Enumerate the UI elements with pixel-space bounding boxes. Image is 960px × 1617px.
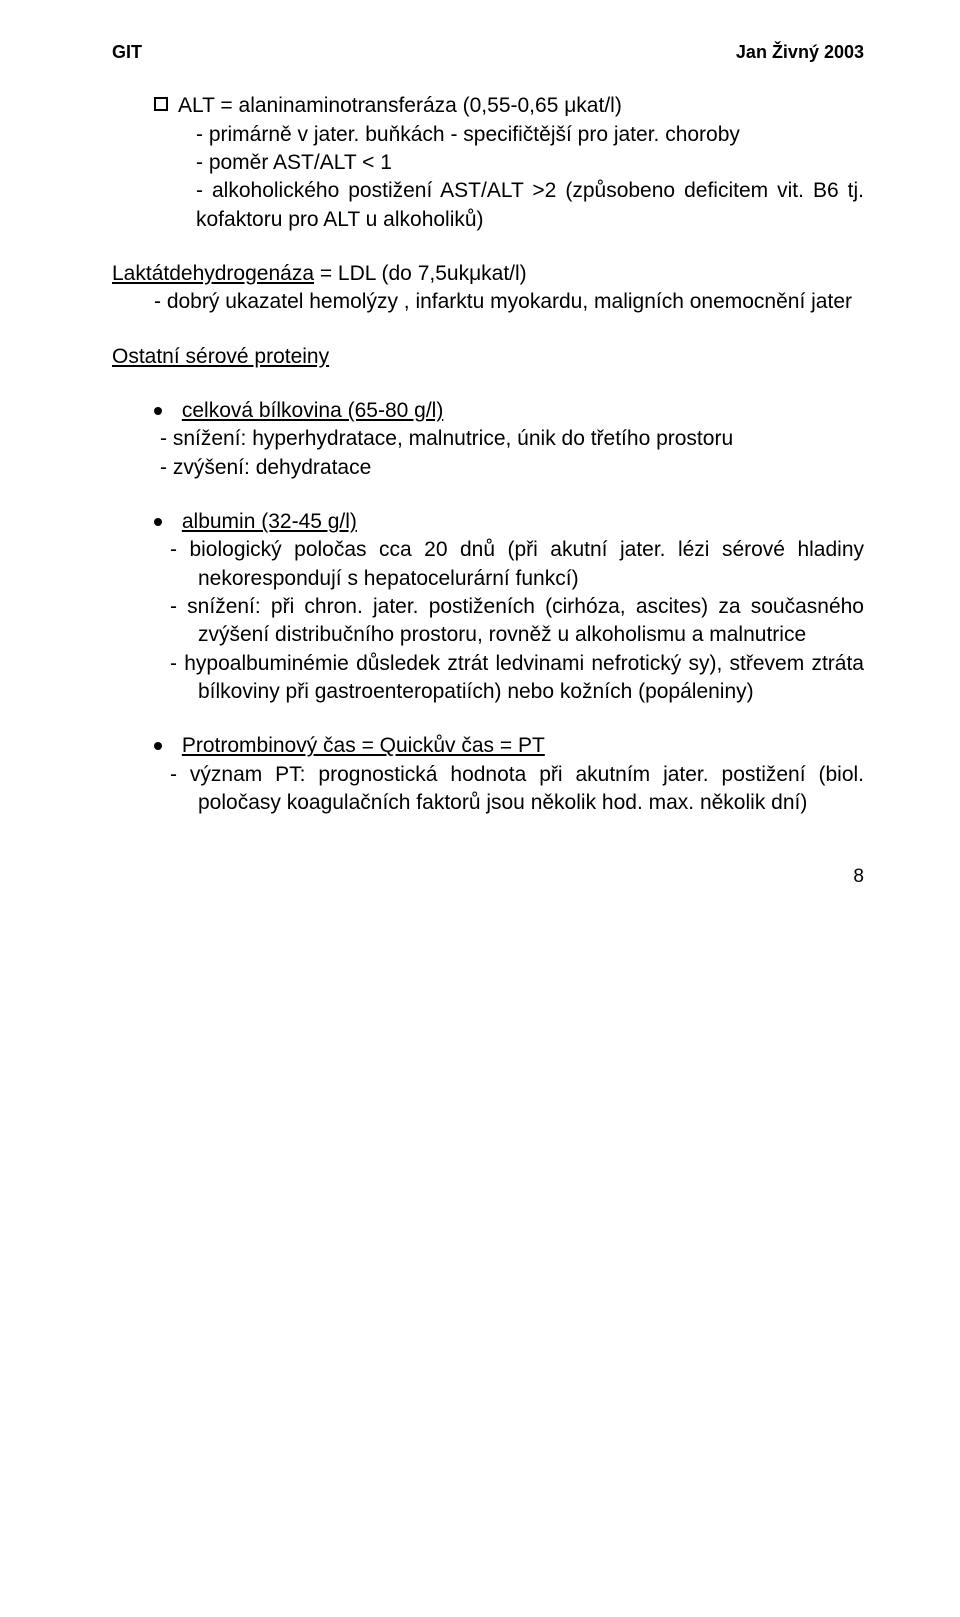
alt-title: ALT = alaninaminotransferáza (0,55-0,65 … [112, 92, 864, 120]
albumin-line-3: - hypoalbuminémie důsledek ztrát ledvina… [112, 650, 864, 707]
bilkovina-line-1: - snížení: hyperhydratace, malnutrice, ú… [112, 425, 864, 453]
ldl-section: Laktátdehydrogenáza = LDL (do 7,5ukμkat/… [112, 260, 864, 317]
bilkovina-title: celková bílkovina (65-80 g/l) [112, 397, 864, 425]
alt-line-3: - alkoholického postižení AST/ALT >2 (zp… [112, 177, 864, 234]
albumin-line-1: - biologický poločas cca 20 dnů (při aku… [112, 536, 864, 593]
alt-section: ALT = alaninaminotransferáza (0,55-0,65 … [112, 92, 864, 234]
pt-section: Protrombinový čas = Quickův čas = PT - v… [112, 732, 864, 817]
pt-title: Protrombinový čas = Quickův čas = PT [112, 732, 864, 760]
albumin-line-2: - snížení: při chron. jater. postiženích… [112, 593, 864, 650]
bilkovina-title-text: celková bílkovina (65-80 g/l) [182, 399, 443, 422]
bilkovina-section: celková bílkovina (65-80 g/l) - snížení:… [112, 397, 864, 482]
alt-line-1: - primárně v jater. buňkách - specifičtě… [112, 121, 864, 149]
albumin-title: albumin (32-45 g/l) [112, 508, 864, 536]
albumin-section: albumin (32-45 g/l) - biologický poločas… [112, 508, 864, 706]
ldl-title-line: Laktátdehydrogenáza = LDL (do 7,5ukμkat/… [112, 260, 864, 288]
albumin-title-text: albumin (32-45 g/l) [182, 510, 357, 533]
page-number: 8 [112, 864, 864, 890]
header-left: GIT [112, 40, 142, 64]
ldl-rest: = LDL (do 7,5ukμkat/l) [314, 262, 527, 285]
pt-title-text: Protrombinový čas = Quickův čas = PT [182, 734, 545, 757]
page-header: GIT Jan Živný 2003 [112, 40, 864, 64]
bilkovina-line-2: - zvýšení: dehydratace [112, 454, 864, 482]
alt-line-2: - poměr AST/ALT < 1 [112, 149, 864, 177]
ldl-title: Laktátdehydrogenáza [112, 262, 314, 285]
ostatni-text: Ostatní sérové proteiny [112, 345, 329, 368]
ldl-line-1: - dobrý ukazatel hemolýzy , infarktu myo… [112, 288, 864, 316]
header-right: Jan Živný 2003 [736, 40, 864, 64]
ostatni-heading: Ostatní sérové proteiny [112, 343, 864, 371]
pt-line-1: - význam PT: prognostická hodnota při ak… [112, 761, 864, 818]
